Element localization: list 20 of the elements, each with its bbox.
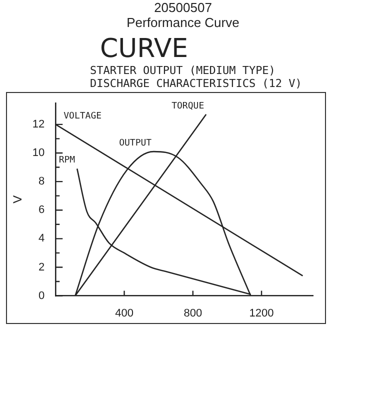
x-tick-label: 400 [115,307,134,320]
series-label: OUTPUT [119,138,152,148]
y-tick-label: 6 [38,204,45,216]
chart-title: 20500507 [153,0,213,15]
x-tick-label: 800 [184,307,202,320]
x-tick-label: 1200 [249,307,274,320]
text: CURVE [100,34,190,64]
y-tick-label: 2 [38,261,45,274]
series-label: RPM [58,156,76,166]
text: DISCHARGE CHARACTERISTICS (12 V) [90,77,303,90]
y-tick-label: 12 [32,118,45,130]
y-tick-label: 0 [38,290,45,302]
chart-subtitle: Performance Curve [126,15,240,30]
y-tick-label: 10 [32,147,45,160]
series-label: VOLTAGE [64,111,102,122]
series-label: TORQUE [172,101,204,112]
y-axis-title: V [10,195,25,204]
y-tick-label: 8 [38,176,45,188]
text: STARTER OUTPUT (MEDIUM TYPE) [90,64,276,77]
y-tick-label: 4 [38,232,45,245]
